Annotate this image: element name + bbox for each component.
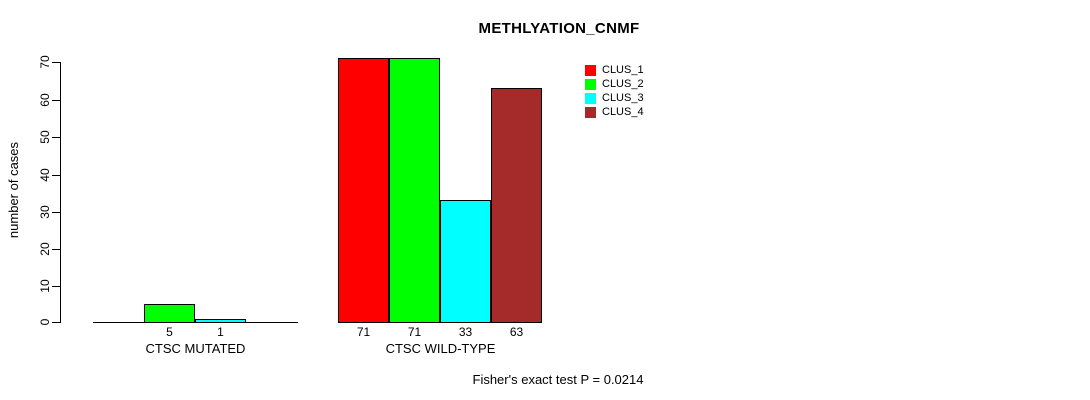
group-label-wildtype: CTSC WILD-TYPE xyxy=(385,341,496,356)
legend-item-clus3: CLUS_3 xyxy=(585,91,644,105)
bar-value-wildtype-clus4: 63 xyxy=(509,325,524,339)
bar-wildtype-clus4 xyxy=(491,88,542,323)
bar-wildtype-clus2 xyxy=(389,58,440,323)
legend-swatch-clus3-icon xyxy=(585,92,596,104)
y-tick-label-10: 10 xyxy=(38,279,52,293)
legend-swatch-clus1-icon xyxy=(585,64,596,76)
y-tick-20 xyxy=(52,249,60,250)
legend-item-clus4: CLUS_4 xyxy=(585,105,644,119)
y-tick-label-20: 20 xyxy=(38,242,52,256)
bar-wildtype-clus1 xyxy=(338,58,389,323)
y-tick-40 xyxy=(52,175,60,176)
legend-item-clus1: CLUS_1 xyxy=(585,63,644,77)
legend: CLUS_1 CLUS_2 CLUS_3 CLUS_4 xyxy=(585,63,644,119)
chart-title: METHLYATION_CNMF xyxy=(478,20,640,37)
y-axis-title: number of cases xyxy=(6,141,21,239)
fisher-test-footnote: Fisher's exact test P = 0.0214 xyxy=(472,372,644,387)
group-label-mutated: CTSC MUTATED xyxy=(145,341,246,356)
y-tick-label-50: 50 xyxy=(38,130,52,144)
y-tick-label-0: 0 xyxy=(38,318,52,326)
legend-swatch-clus4-icon xyxy=(585,106,596,118)
legend-label-clus4: CLUS_4 xyxy=(602,106,644,118)
y-tick-60 xyxy=(52,100,60,101)
y-tick-70 xyxy=(52,62,60,63)
bar-value-wildtype-clus1: 71 xyxy=(356,325,371,339)
legend-label-clus1: CLUS_1 xyxy=(602,64,644,76)
bar-wildtype-clus3 xyxy=(440,200,491,323)
y-tick-30 xyxy=(52,212,60,213)
bar-value-wildtype-clus2: 71 xyxy=(407,325,422,339)
legend-swatch-clus2-icon xyxy=(585,78,596,90)
bar-value-mutated-clus3: 1 xyxy=(217,325,224,339)
bar-value-mutated-clus2: 5 xyxy=(166,325,173,339)
y-tick-50 xyxy=(52,137,60,138)
y-tick-label-30: 30 xyxy=(38,205,52,219)
bar-value-wildtype-clus3: 33 xyxy=(458,325,473,339)
y-tick-label-60: 60 xyxy=(38,93,52,107)
y-tick-label-70: 70 xyxy=(38,55,52,69)
legend-label-clus2: CLUS_2 xyxy=(602,78,644,90)
bar-mutated-clus2 xyxy=(144,304,195,323)
y-tick-label-40: 40 xyxy=(38,168,52,182)
legend-item-clus2: CLUS_2 xyxy=(585,77,644,91)
bar-mutated-clus3 xyxy=(195,319,246,323)
y-tick-10 xyxy=(52,286,60,287)
y-tick-0 xyxy=(52,322,60,323)
legend-label-clus3: CLUS_3 xyxy=(602,92,644,104)
y-axis-line xyxy=(60,62,61,323)
